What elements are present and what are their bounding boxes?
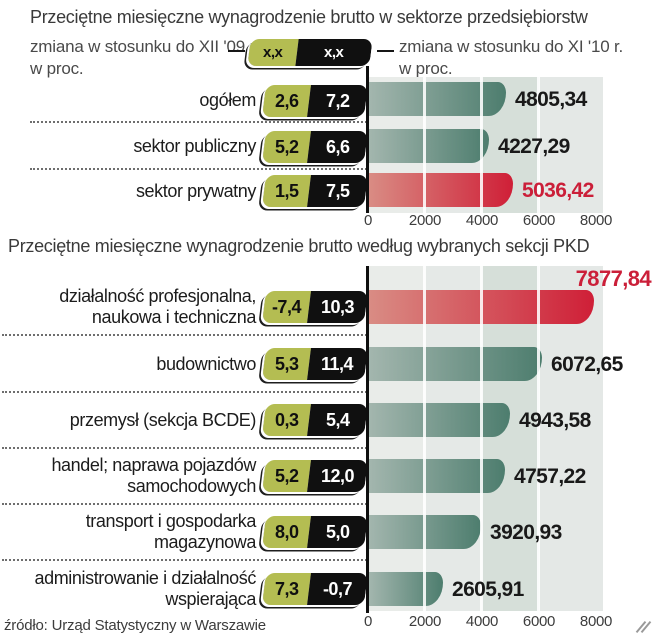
- bar-handel: [369, 459, 505, 493]
- row-separator: [30, 168, 367, 170]
- chart2-plot-area: 7877,84 6072,65 4943,58 4757,22 3920,93 …: [368, 266, 652, 611]
- badge-dzialalnosc-profesjonalna: -7,4 10,3: [262, 291, 368, 323]
- tick-4000: 4000: [465, 613, 499, 630]
- value-ogolem: 4805,34: [515, 88, 587, 111]
- legend-left-line2: w proc.: [30, 59, 84, 78]
- change-dec09: 7,3: [274, 578, 299, 599]
- chart1-zero-axis: [366, 66, 369, 213]
- value-sektor-prywatny: 5036,42: [522, 179, 594, 202]
- change-dec09: -7,4: [271, 296, 302, 317]
- legend-right-connector: [377, 50, 394, 52]
- legend-badge-green-text: x,x: [263, 44, 283, 61]
- change-dec09: 5,2: [274, 136, 299, 157]
- value-dzialalnosc-profesjonalna: 7877,84: [575, 266, 652, 291]
- source-credit: źródło: Urząd Statystyczny w Warszawie: [4, 617, 266, 634]
- change-dec09: 1,5: [274, 180, 299, 201]
- label-dzialalnosc-profesjonalna: działalność profesjonalna, naukowa i tec…: [59, 286, 256, 327]
- gridline-4000: [480, 77, 483, 213]
- legend-badge: x,x x,x: [247, 39, 373, 66]
- label-sektor-prywatny: sektor prywatny: [135, 181, 256, 201]
- legend-left-line1: zmiana w stosunku do XII '09 r.: [30, 37, 259, 56]
- tick-8000: 8000: [579, 212, 613, 229]
- value-administrowanie: 2605,91: [452, 578, 524, 601]
- legend-left: zmiana w stosunku do XII '09 r. w proc.: [30, 36, 259, 80]
- change-nov10: 7,2: [325, 90, 350, 111]
- bar-sektor-prywatny: [369, 173, 513, 207]
- change-dec09: 8,0: [274, 521, 299, 542]
- gridline-2000: [423, 77, 426, 213]
- change-nov10: 11,4: [321, 353, 354, 374]
- legend-badge-black: x,x: [295, 39, 373, 66]
- change-nov10: 6,6: [325, 136, 350, 157]
- badge-administrowanie: 7,3 -0,7: [262, 573, 368, 605]
- row-separator: [2, 447, 367, 449]
- label-handel: handel; naprawa pojazdów samochodowych: [51, 455, 256, 496]
- tick-2000: 2000: [408, 212, 442, 229]
- change-dec09: 5,3: [274, 353, 299, 374]
- label-sektor-publiczny: sektor publiczny: [133, 136, 256, 156]
- gridline-4000: [480, 266, 483, 611]
- label-transport: transport i gospodarka magazynowa: [85, 511, 257, 552]
- legend-badge-black-text: x,x: [324, 44, 344, 61]
- row-separator: [30, 121, 367, 123]
- change-nov10: 10,3: [320, 296, 355, 317]
- tick-8000: 8000: [579, 613, 613, 630]
- value-transport: 3920,93: [490, 521, 562, 544]
- badge-przemysl: 0,3 5,4: [262, 404, 368, 436]
- tick-4000: 4000: [465, 212, 499, 229]
- change-nov10: 5,4: [325, 409, 350, 430]
- badge-transport: 8,0 5,0: [262, 516, 368, 548]
- label-przemysl: przemysł (sekcja BCDE): [69, 410, 257, 430]
- value-handel: 4757,22: [514, 465, 586, 488]
- change-nov10: 12,0: [320, 465, 355, 486]
- change-dec09: 0,3: [274, 409, 299, 430]
- value-budownictwo: 6072,65: [551, 353, 623, 376]
- row-separator: [2, 391, 367, 393]
- legend-left-connector: [228, 50, 245, 52]
- tick-6000: 6000: [522, 212, 556, 229]
- change-nov10: -0,7: [322, 578, 353, 599]
- chart2-title: Przeciętne miesięczne wynagrodzenie brut…: [8, 236, 590, 256]
- bar-administrowanie: [369, 572, 443, 606]
- legend-badge-green: x,x: [247, 39, 299, 66]
- gridline-2000: [423, 266, 426, 611]
- gridline-6000: [537, 77, 540, 213]
- row-separator: [2, 334, 367, 336]
- plot-band: [539, 77, 603, 213]
- label-ogolem: ogółem: [199, 90, 256, 110]
- row-separator: [2, 503, 367, 505]
- label-administrowanie: administrowanie i działalność wspierając…: [34, 568, 256, 609]
- chart2-zero-axis: [366, 266, 369, 613]
- tick-0: 0: [363, 212, 373, 229]
- value-przemysl: 4943,58: [519, 409, 591, 432]
- legend-right-line1: zmiana w stosunku do XI '10 r.: [399, 37, 624, 56]
- bar-ogolem: [369, 82, 506, 116]
- tick-0: 0: [363, 613, 373, 630]
- change-nov10: 5,0: [325, 521, 350, 542]
- gridline-6000: [537, 266, 540, 611]
- change-nov10: 7,5: [325, 180, 350, 201]
- value-sektor-publiczny: 4227,29: [498, 135, 570, 158]
- tick-6000: 6000: [522, 613, 556, 630]
- tick-2000: 2000: [408, 613, 442, 630]
- row-separator: [2, 559, 367, 561]
- bar-budownictwo: [369, 347, 542, 381]
- change-dec09: 5,2: [274, 465, 299, 486]
- badge-budownictwo: 5,3 11,4: [262, 348, 368, 380]
- badge-ogolem: 2,6 7,2: [262, 85, 368, 117]
- bar-przemysl: [369, 403, 510, 437]
- legend-right: zmiana w stosunku do XI '10 r. w proc.: [399, 36, 623, 80]
- bar-sektor-publiczny: [369, 129, 489, 163]
- badge-sektor-prywatny: 1,5 7,5: [262, 175, 368, 207]
- badge-sektor-publiczny: 5,2 6,6: [262, 131, 368, 163]
- legend-right-line2: w proc.: [399, 59, 453, 78]
- label-budownictwo: budownictwo: [156, 354, 256, 374]
- chart1-title: Przeciętne miesięczne wynagrodzenie brut…: [30, 7, 588, 27]
- chart1-plot-area: 4805,34 4227,29 5036,42: [368, 77, 603, 213]
- badge-handel: 5,2 12,0: [262, 460, 368, 492]
- change-dec09: 2,6: [274, 90, 299, 111]
